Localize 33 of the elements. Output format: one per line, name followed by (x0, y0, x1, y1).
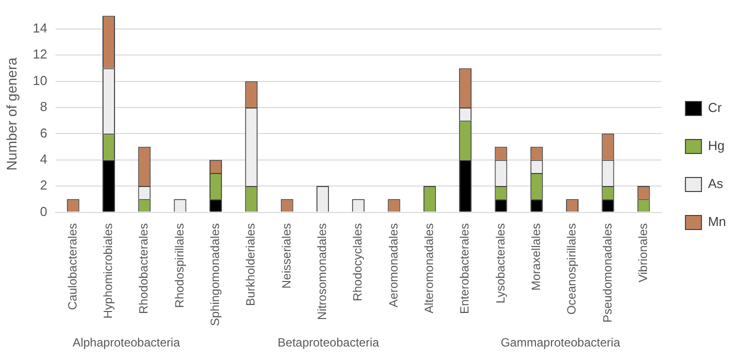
y-tick-label: 0 (40, 204, 48, 219)
y-axis-title: Number of genera (3, 57, 20, 170)
x-tick-label: Enterobacterales (458, 223, 472, 314)
x-tick-label: Rhodobacterales (136, 223, 151, 314)
legend-label: Mn (708, 214, 726, 230)
legend-label: Cr (708, 100, 722, 116)
y-tick-label: 6 (40, 125, 48, 140)
x-tick-label: Oceanospirillales (564, 223, 579, 315)
x-tick-label: Lysobacterales (493, 223, 508, 304)
y-tick-label: 12 (32, 46, 48, 62)
text: Alphaproteobacteria (72, 335, 180, 350)
text: Betaproteobacteria (278, 335, 380, 350)
x-tick-label: Moraxellales (528, 223, 543, 291)
x-tick-label: Pseudomonadales (600, 223, 614, 323)
legend-label: As (708, 176, 724, 192)
x-tick-label: Neisseriales (279, 223, 294, 289)
y-tick-label: 10 (32, 72, 48, 88)
x-tick-label: Vibrionales (636, 223, 650, 282)
text: Gammaproteobacteria (500, 335, 620, 350)
x-tick-label: Nitrosomonadales (315, 223, 330, 320)
y-tick-label: 14 (32, 20, 48, 36)
y-tick-label: 4 (40, 151, 48, 166)
x-tick-label: Alteromonadales (422, 223, 436, 314)
x-tick-label: Aeromonadales (386, 223, 400, 308)
x-tick-label: Hyphomicrobiales (101, 223, 116, 319)
x-tick-label: Caulobacterales (65, 223, 80, 310)
x-tick-label: Sphingomonadales (208, 223, 222, 326)
x-tick-label: Rhodocyclales (350, 223, 365, 302)
x-tick-label: Rhodospirillales (172, 223, 186, 308)
legend-label: Hg (708, 138, 725, 154)
y-tick-label: 8 (40, 99, 48, 114)
y-tick-label: 2 (40, 178, 48, 193)
x-tick-label: Burkholderiales (244, 223, 258, 306)
